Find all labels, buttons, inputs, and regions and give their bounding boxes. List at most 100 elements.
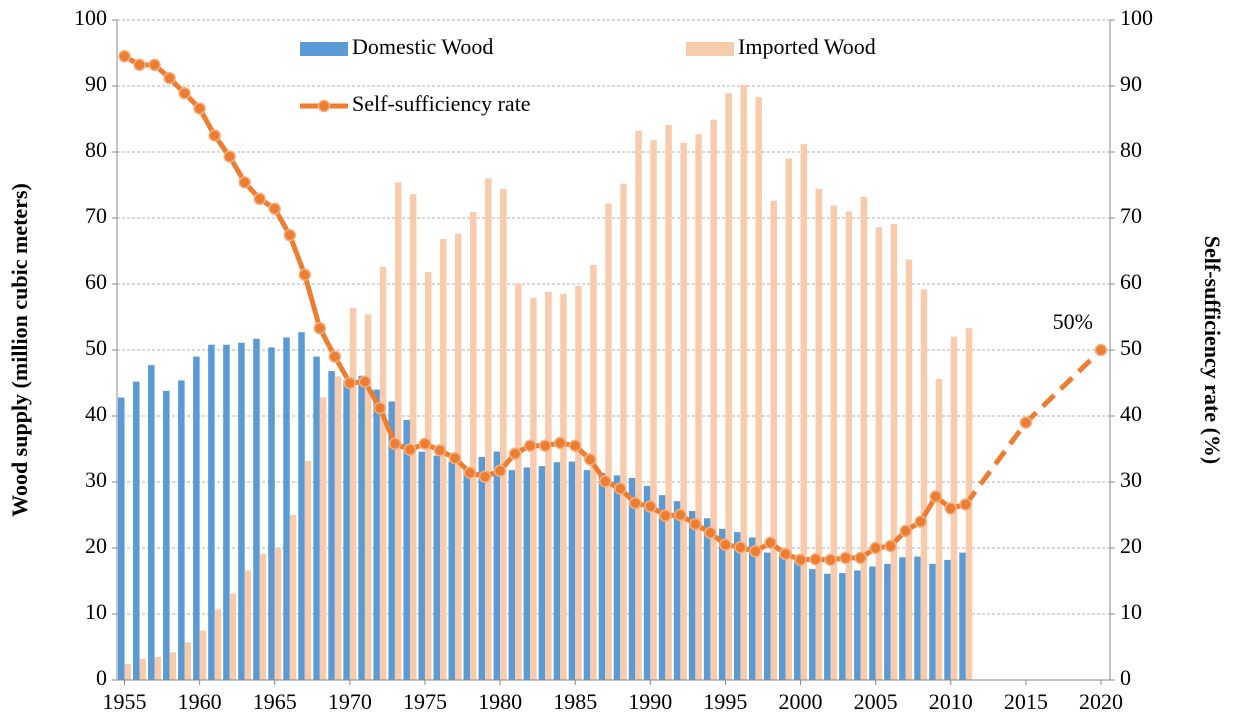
bar [328,371,335,680]
x-tick-label: 1980 [478,689,522,714]
bar [710,119,717,680]
x-tick-label: 1970 [328,689,372,714]
marker [418,437,432,450]
bar [485,178,492,680]
bar [253,338,260,680]
bar [620,183,627,680]
line [963,348,1103,506]
marker [598,475,612,488]
x-tick-label: 2020 [1079,689,1123,714]
bar [538,466,546,680]
bar [560,293,567,680]
marker [208,129,221,142]
bar [259,553,267,680]
legend-swatch [300,42,348,56]
bar [748,537,756,680]
marker [118,50,131,63]
marker [869,541,882,555]
bar [800,144,808,680]
bar [703,518,711,680]
bar [289,515,297,680]
bar [695,134,702,680]
marker [163,71,176,85]
bar [223,344,230,680]
bar [178,380,185,680]
marker [508,447,522,460]
marker [433,444,447,457]
bar [118,397,125,680]
y-axis-label: Wood supply (million cubic meters) [7,183,32,517]
y2-tick-label: 10 [1120,599,1142,624]
bar [124,664,132,680]
bar [725,93,732,680]
bar [545,291,552,680]
y-tick-label: 0 [96,665,107,690]
bar [515,284,522,680]
bar [154,656,162,680]
bar [884,563,891,680]
bar [409,194,417,681]
marker [268,202,281,216]
bar [914,556,921,680]
bar [568,461,576,680]
bar [899,557,906,680]
x-tick-label: 2015 [1004,689,1048,714]
marker [794,553,807,567]
y-tick-label: 100 [74,5,107,30]
marker [824,553,837,567]
bar [530,297,537,680]
bar [794,561,801,680]
marker [538,439,552,452]
marker [749,545,762,558]
bar [740,84,747,681]
marker [914,515,927,528]
y2-tick-label: 100 [1120,5,1153,30]
bar [575,285,582,680]
bar [304,460,312,680]
bar [508,470,516,680]
bar [343,380,350,680]
x-tick-label: 1995 [703,689,747,714]
bar [163,390,170,680]
x-tick-label: 2005 [854,689,898,714]
bar [680,142,687,680]
marker [238,176,251,189]
legend-swatch [317,99,331,113]
bar [169,652,177,680]
bar [869,566,876,680]
y-tick-label: 70 [85,203,107,228]
bar [628,478,636,680]
marker [223,150,236,163]
bar [433,455,440,680]
y-tick-label: 40 [85,401,107,426]
marker [959,498,973,511]
marker [719,538,732,551]
bar [929,563,936,680]
bar [824,573,831,680]
marker [1019,416,1033,429]
bar [673,501,681,680]
y-tick-label: 90 [85,71,107,96]
x-tick-label: 1965 [253,689,297,714]
y2-tick-label: 20 [1120,533,1142,558]
bar [358,375,365,680]
marker [328,350,342,363]
y2-tick-label: 40 [1120,401,1142,426]
x-tick-label: 1960 [178,689,222,714]
bar [500,188,507,680]
bar [463,468,471,680]
marker [493,464,507,478]
marker [148,58,161,72]
bar [613,475,621,680]
marker [313,321,327,335]
x-tick-label: 1955 [103,689,147,714]
x-tick-label: 2010 [929,689,973,714]
bar [809,569,816,680]
bar [379,266,387,680]
marker [478,470,492,483]
marker [298,268,312,282]
legend-label: Self-sufficiency rate [352,91,531,116]
bar [785,158,793,681]
y2-tick-label: 90 [1120,71,1142,96]
bar [364,314,372,680]
